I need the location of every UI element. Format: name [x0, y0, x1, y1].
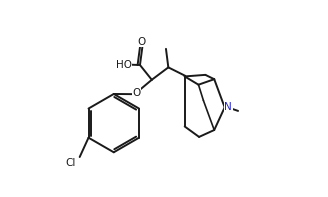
Text: O: O: [137, 37, 145, 47]
Text: HO: HO: [115, 60, 132, 70]
Text: N: N: [224, 102, 232, 112]
Text: O: O: [132, 88, 140, 98]
Text: Cl: Cl: [66, 158, 76, 168]
